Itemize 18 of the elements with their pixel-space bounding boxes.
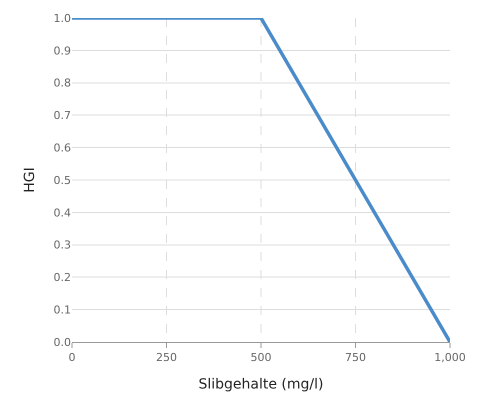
y-tick-label: 1.0 [54,12,71,25]
y-axis-title: HGI [22,167,38,193]
y-tick-label: 0.7 [54,109,71,122]
y-tick-label: 0.5 [54,174,71,187]
x-tick-label: 0 [68,351,76,364]
y-tick-label: 0.3 [54,238,71,252]
y-tick-label: 0.8 [54,76,71,90]
y-tick-label: 0.0 [54,336,71,349]
y-tick-label: 0.2 [54,271,71,284]
x-tick-label: 250 [156,351,177,364]
x-tick-label: 750 [345,351,366,364]
y-tick-label: 0.4 [54,206,71,220]
x-tick-label: 500 [250,351,272,364]
y-tick-label: 0.6 [54,141,71,154]
x-tick-label: 1,000 [434,351,466,364]
x-axis-title: Slibgehalte (mg/l) [198,376,324,392]
y-tick-label: 0.1 [54,303,71,316]
y-tick-label: 0.9 [54,44,71,58]
